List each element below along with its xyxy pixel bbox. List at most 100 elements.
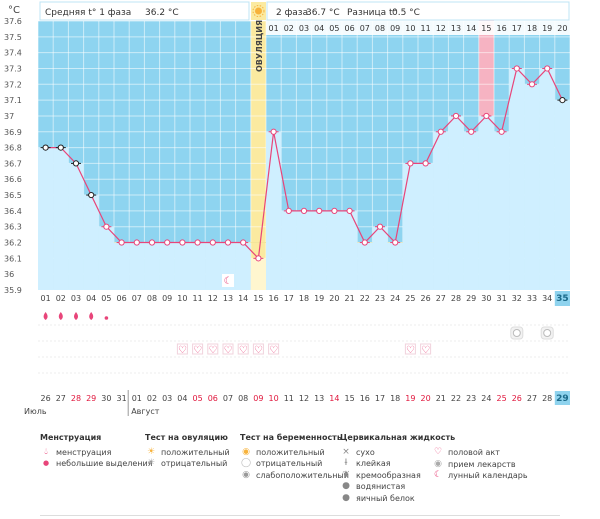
temperature-area-bar [38,147,54,290]
phase2-label: 2 фаза [276,8,308,18]
temperature-point [498,128,505,135]
temperature-point [407,160,414,167]
temperature-point [164,239,171,246]
x-tick-label: 32 [512,294,522,303]
x-tick-label: 34 [542,294,552,303]
temperature-area-bar [539,68,555,291]
date-label: 16 [360,394,370,403]
temperature-area-bar [235,242,251,290]
temperature-point [376,223,384,230]
date-label: 12 [299,394,309,403]
y-tick-label: 36.8 [4,144,22,153]
month-label: Июль [24,407,47,416]
sun-icon: ☀ [146,446,156,457]
legend-item: ❦ кремообразная [340,470,455,482]
top-day-label: 17 [512,24,522,33]
weak-test-icon: ◉ [242,469,250,480]
temperature-point [88,191,95,199]
temperature-area-bar [311,210,327,290]
temperature-area-bar [98,226,114,290]
legend-item-label: яичный белок [356,493,415,503]
temperature-area-bar [190,242,206,290]
heart-icon: ♡ [178,345,187,356]
small-drop-icon [104,316,109,320]
top-day-label: 08 [375,24,385,33]
current-day-cell [554,291,570,306]
heart-icon: ♡ [254,345,263,356]
x-tick-label: 21 [345,294,355,303]
y-tick-label: 36.3 [4,223,22,232]
legend-item-label: менструация [56,447,112,457]
phase1-label: Средняя t° 1 фаза [45,8,131,18]
date-label: 11 [284,394,294,403]
watery-icon: ● [342,481,350,491]
temperature-area-bar [205,242,221,290]
phase2-value: 36.7 °C [306,8,340,18]
temperature-area-bar [524,84,540,290]
top-day-label: 12 [436,24,446,33]
y-tick-label: 37.5 [4,33,22,42]
date-label: 13 [314,394,324,403]
temperature-point [437,128,444,135]
y-tick-label: 37.6 [4,17,22,26]
x-tick-label: 13 [223,294,233,303]
top-day-label: 10 [405,24,415,33]
temperature-point [422,160,429,167]
temperature-point [513,65,520,72]
temperature-area-bar [372,226,388,290]
temperature-point [179,239,186,246]
legend-item: × сухо [340,447,455,459]
legend-item-label: водянистая [356,482,406,491]
date-label: 25 [497,394,507,403]
legend-item: ● водянистая [340,481,455,493]
y-tick-label: 36.6 [4,175,22,184]
date-label: 02 [147,394,157,403]
y-tick-label: 37.2 [4,80,22,89]
temperature-point [209,239,216,246]
temperature-area-bar [250,258,266,290]
temperature-area-bar [402,163,418,290]
temperature-point [103,223,110,230]
x-tick-label: 29 [466,294,476,303]
current-date-cell [554,391,570,405]
creamy-icon: ❦ [342,469,350,480]
x-tick-label: 35 [556,294,569,304]
temperature-point [316,207,323,214]
drop-icon [89,312,94,320]
temperature-area-bar [296,210,312,290]
legend-item: ☾ лунный календарь [432,470,528,482]
temperature-point [392,239,399,246]
x-tick-label: 01 [41,294,51,303]
heart-cell [192,343,204,355]
x-icon: × [342,446,350,457]
moon-icon: ☾ [224,276,233,287]
y-tick-label: 37 [4,112,14,121]
date-label: 22 [451,394,461,403]
y-unit-label: °C [8,5,20,16]
top-day-strip [266,21,570,35]
x-tick-label: 16 [269,294,279,303]
heart-cell [207,343,219,355]
symbol-rows: ♡ ♡ ♡ ♡ ♡ ♡ ♡ ♡ ♡ ☾ [38,274,570,374]
y-tick-label: 36 [4,270,14,279]
negative-test-icon: ◯ [240,458,252,468]
temperature-area-bar [326,210,342,290]
legend-other: ♡ половой акт ◉ прием лекарств ☾ лунный кал… [432,447,528,482]
x-tick-label: 24 [390,294,400,303]
temperature-point [361,239,368,246]
temperature-area-bar [357,242,373,290]
temperature-area-bar [494,131,510,290]
date-label: 28 [71,394,81,403]
temperature-area-bar [114,242,130,290]
month-label: Август [131,407,160,416]
top-day-label: 01 [269,24,279,33]
drop-icon: 💧︎ [44,446,48,457]
legend-pregnancy-title: Тест на беременность [240,433,342,442]
legend-item-label: половой акт [448,448,500,457]
y-tick-label: 36.5 [4,191,22,200]
temperature-point [118,239,125,246]
legend-item-label: отрицательный [161,459,228,468]
top-day-label: 03 [299,24,309,33]
x-tick-label: 08 [147,294,157,303]
phase1-box [39,1,250,21]
